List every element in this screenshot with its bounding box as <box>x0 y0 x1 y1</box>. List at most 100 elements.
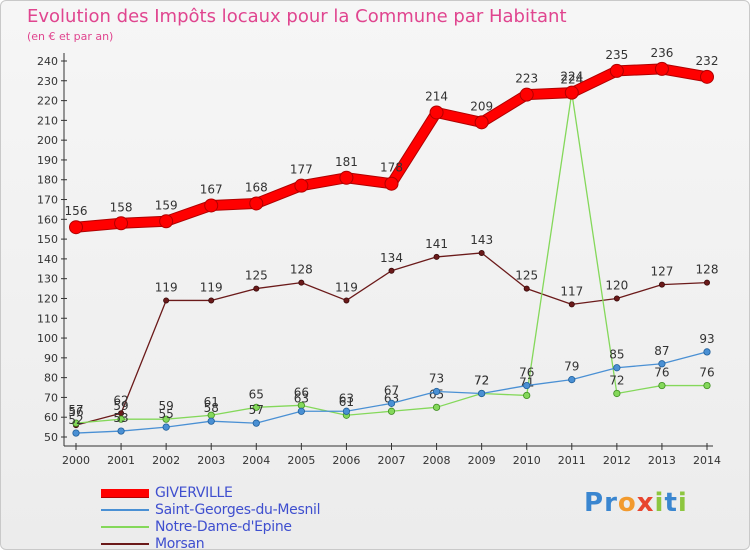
series-saint-georges-data-label: 85 <box>609 348 624 362</box>
series-giverville-point <box>249 196 264 211</box>
y-tick-label: 150 <box>37 233 58 246</box>
x-tick-label: 2012 <box>603 454 631 467</box>
x-tick-label: 2013 <box>648 454 676 467</box>
x-tick-label: 2011 <box>558 454 586 467</box>
logo-letter: i <box>677 488 688 518</box>
y-tick-label: 120 <box>37 292 58 305</box>
series-saint-georges-data-label: 73 <box>429 371 444 385</box>
legend: GIVERVILLE Saint-Georges-du-Mesnil Notre… <box>101 484 321 550</box>
y-tick-label: 230 <box>37 75 58 88</box>
series-giverville-data-label: 159 <box>155 198 178 212</box>
y-tick-label: 90 <box>44 352 58 365</box>
series-giverville-point <box>159 214 174 229</box>
series-morsan-point <box>298 279 305 286</box>
series-giverville-data-label: 181 <box>335 155 358 169</box>
y-tick-label: 180 <box>37 174 58 187</box>
legend-item: Notre-Dame-d'Epine <box>101 518 320 535</box>
series-notre-dame-data-label: 59 <box>113 399 128 413</box>
series-giverville-point <box>519 87 534 102</box>
series-saint-georges-data-label: 53 <box>113 411 128 425</box>
y-tick-label: 200 <box>37 134 58 147</box>
series-saint-georges-data-label: 63 <box>339 391 354 405</box>
y-tick-label: 240 <box>37 55 58 68</box>
series-saint-georges-data-label: 76 <box>519 366 534 380</box>
series-morsan-point <box>343 297 350 304</box>
series-morsan-data-label: 117 <box>560 284 583 298</box>
series-morsan-point <box>388 267 395 274</box>
series-morsan-point <box>704 279 711 286</box>
x-tick-label: 2008 <box>423 454 451 467</box>
series-giverville-data-label: 156 <box>65 204 88 218</box>
series-giverville-point <box>339 170 354 185</box>
series-giverville-data-label: 209 <box>470 99 493 113</box>
series-morsan-point <box>433 253 440 260</box>
legend-swatch-saint-georges <box>101 508 149 511</box>
series-morsan-point <box>568 301 575 308</box>
y-tick-label: 100 <box>37 332 58 345</box>
series-notre-dame-data-label: 59 <box>159 399 174 413</box>
series-morsan-point <box>163 297 170 304</box>
x-tick-label: 2003 <box>197 454 225 467</box>
y-tick-label: 190 <box>37 154 58 167</box>
series-saint-georges-data-label: 72 <box>474 373 489 387</box>
series-saint-georges-point <box>342 407 351 415</box>
series-saint-georges-point <box>613 364 621 372</box>
series-saint-georges-point <box>297 407 305 415</box>
series-saint-georges-data-label: 57 <box>249 403 264 417</box>
series-saint-georges-data-label: 87 <box>654 344 669 358</box>
series-saint-georges-point <box>568 376 576 384</box>
series-giverville-point <box>654 61 669 76</box>
series-notre-dame-data-label: 57 <box>68 403 83 417</box>
series-saint-georges-data-label: 55 <box>159 407 174 421</box>
logo-letter: r <box>604 488 618 518</box>
series-giverville-data-label: 232 <box>696 54 719 68</box>
y-tick-label: 140 <box>37 253 58 266</box>
series-saint-georges-data-label: 93 <box>699 332 714 346</box>
series-morsan-data-label: 125 <box>245 269 268 283</box>
x-tick-label: 2007 <box>378 454 406 467</box>
series-notre-dame-data-label: 65 <box>249 387 264 401</box>
logo-letter: x <box>636 488 655 518</box>
series-morsan-data-label: 56 <box>68 405 83 419</box>
y-tick-label: 80 <box>44 372 58 385</box>
series-giverville-point <box>69 220 83 235</box>
series-giverville-data-label: 178 <box>380 161 403 175</box>
chart-title: Evolution des Impôts locaux pour la Comm… <box>27 6 567 27</box>
series-giverville-point <box>700 69 714 84</box>
y-tick-label: 60 <box>44 411 58 424</box>
y-tick-label: 110 <box>37 312 58 325</box>
legend-swatch-morsan <box>101 542 149 545</box>
legend-swatch-notre-dame <box>101 525 149 528</box>
y-tick-label: 50 <box>44 431 58 444</box>
y-tick-label: 210 <box>37 114 58 127</box>
series-saint-georges-point <box>432 387 441 396</box>
series-giverville-point <box>204 198 219 213</box>
series-saint-georges-point <box>117 427 125 435</box>
legend-swatch-giverville <box>101 488 149 497</box>
series-giverville-data-label: 235 <box>605 48 628 62</box>
series-notre-dame-point <box>252 403 260 411</box>
logo-letter: P <box>584 488 605 518</box>
series-giverville-data-label: 214 <box>425 89 448 103</box>
series-saint-georges-data-label: 67 <box>384 383 399 397</box>
series-giverville-point <box>294 178 309 193</box>
x-tick-label: 2014 <box>693 454 721 467</box>
y-tick-label: 130 <box>37 273 58 286</box>
series-morsan-point <box>478 249 485 256</box>
legend-label: Notre-Dame-d'Epine <box>155 518 292 535</box>
series-morsan-point <box>253 285 260 292</box>
logo-letter: o <box>617 488 637 518</box>
chart-subtitle: (en € et par an) <box>27 30 114 43</box>
logo-letter: i <box>654 488 665 518</box>
series-morsan-data-label: 125 <box>515 269 538 283</box>
legend-item: GIVERVILLE <box>101 484 320 501</box>
series-notre-dame-point <box>703 381 711 390</box>
series-morsan-data-label: 128 <box>696 263 719 277</box>
series-saint-georges-data-label: 52 <box>68 413 83 427</box>
series-notre-dame-data-label: 76 <box>699 366 714 380</box>
legend-label: Morsan <box>155 535 205 550</box>
series-morsan-data-label: 127 <box>650 265 673 279</box>
series-giverville-point <box>474 115 489 130</box>
series-saint-georges-point <box>72 429 80 437</box>
